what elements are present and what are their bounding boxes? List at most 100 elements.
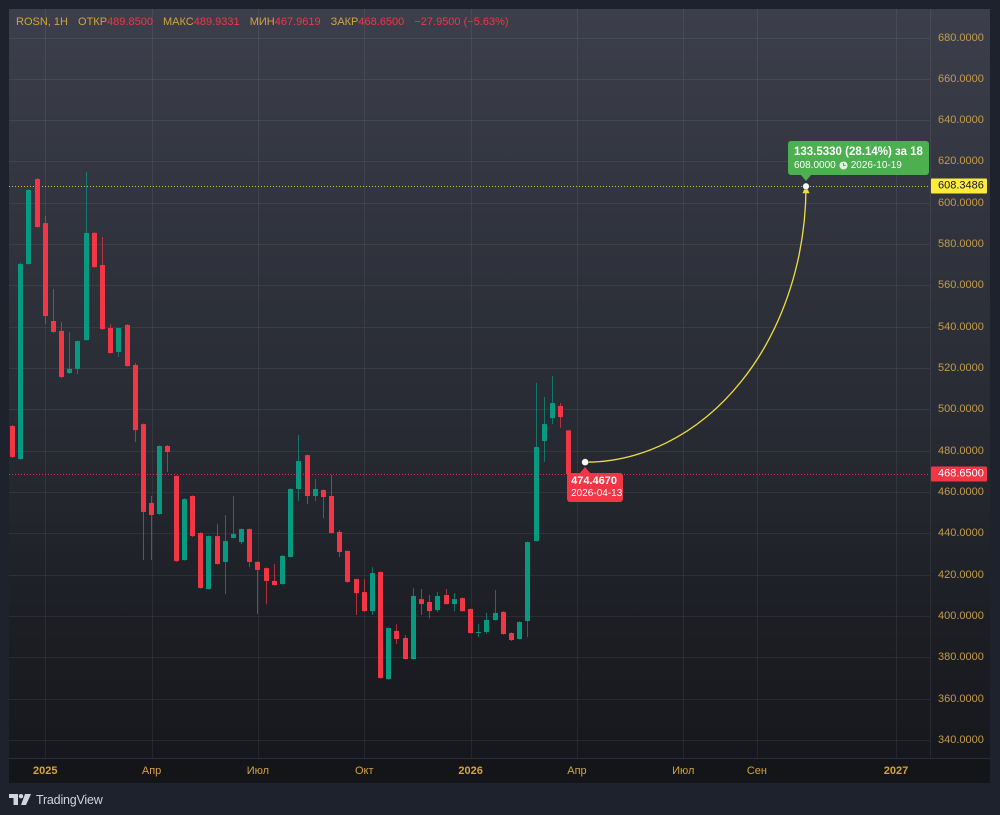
candle-down <box>419 588 424 616</box>
candle-down <box>444 588 449 605</box>
clock-icon <box>839 161 848 170</box>
price-tick-label: 340.0000 <box>938 734 984 747</box>
candle-up <box>386 627 391 680</box>
candle-down <box>460 597 465 612</box>
candle-up <box>484 612 489 635</box>
ohlc-low: МИН467.9619 <box>250 16 321 28</box>
candle-down <box>337 530 342 557</box>
candle-down <box>305 454 310 505</box>
horizontal-line-price-tag: 608.3486 <box>931 178 987 194</box>
low-label: МИН <box>249 16 275 28</box>
time-tick-label: Июл <box>672 765 695 777</box>
close-value: 468.6500 <box>358 16 405 28</box>
time-tick-label: Окт <box>354 765 374 777</box>
price-tick-label: 640.0000 <box>938 114 984 127</box>
symbol-interval[interactable]: ROSN, 1H <box>16 16 68 28</box>
candle-down <box>345 550 350 583</box>
candle-up <box>157 445 162 515</box>
symbol-legend: ROSN, 1H ОТКР489.8500 МАКС489.9331 МИН46… <box>16 16 509 29</box>
price-tick-label: 520.0000 <box>938 362 984 375</box>
target-label-pointer <box>800 175 811 182</box>
tradingview-logo-icon <box>9 794 31 805</box>
candle-up <box>476 624 481 637</box>
candle-up <box>280 555 285 585</box>
candle-up <box>370 567 375 616</box>
candle-up <box>542 397 547 462</box>
price-projection-drawing[interactable] <box>581 182 810 467</box>
candle-up <box>239 528 244 544</box>
candle-up <box>223 515 228 594</box>
candle-up <box>75 340 80 375</box>
candle-down <box>354 578 359 616</box>
start-date: 2026-04-13 <box>571 488 623 500</box>
candle-down <box>10 424 15 458</box>
open-label: ОТКР <box>78 16 108 28</box>
candle-down <box>100 236 105 330</box>
candle-down <box>272 563 277 586</box>
tradingview-brand-name: TradingView <box>36 793 103 807</box>
time-tick-label: Сен <box>746 765 767 777</box>
price-tick-label: 460.0000 <box>938 486 984 499</box>
start-handle[interactable] <box>581 458 590 467</box>
projection-change-text: 133.5330 (28.14%) за 18 <box>793 146 923 159</box>
target-date: 2026-10-19 <box>850 160 902 172</box>
candle-down <box>149 496 154 561</box>
projection-start-label[interactable]: 474.4670 2026-04-13 <box>567 473 624 503</box>
time-tick-label: 2026 <box>458 765 483 777</box>
projection-target-label[interactable]: 133.5330 (28.14%) за 18 608.0000 2026-10… <box>787 141 929 176</box>
price-tick-label: 380.0000 <box>938 651 984 664</box>
price-tick-label: 420.0000 <box>938 568 984 581</box>
candle-down <box>59 322 64 379</box>
time-tick-label: Апр <box>567 765 587 777</box>
candle-up <box>26 189 31 265</box>
time-tick-label: 2025 <box>32 765 58 777</box>
candle-down <box>378 571 383 679</box>
candle-down <box>51 288 56 333</box>
candle-down <box>215 524 220 565</box>
candle-up <box>296 435 301 501</box>
end-handle[interactable] <box>802 182 810 190</box>
candle-down <box>558 403 563 429</box>
candle-up <box>313 479 318 501</box>
tradingview-logo[interactable]: TradingView <box>9 792 103 808</box>
candle-up <box>182 498 187 561</box>
price-axis-separator <box>930 9 931 783</box>
candle-down <box>92 232 97 268</box>
candle-up <box>525 541 530 637</box>
candlestick-chart[interactable] <box>9 9 930 758</box>
price-tick-label: 680.0000 <box>938 31 984 44</box>
candle-down <box>174 475 179 562</box>
candle-up <box>18 262 23 461</box>
candle-up <box>534 382 539 542</box>
price-tick-label: 400.0000 <box>938 610 984 623</box>
close-label: ЗАКР <box>330 16 359 28</box>
price-tick-label: 440.0000 <box>938 527 984 540</box>
candle-up <box>84 172 89 341</box>
candle-down <box>264 567 269 605</box>
candle-down <box>394 624 399 644</box>
candle-down <box>108 324 113 354</box>
price-tick-label: 360.0000 <box>938 692 984 705</box>
candle-down <box>403 635 408 660</box>
time-axis[interactable]: 2025 Апр Июл Окт 2026 Апр Июл Сен 2027 <box>9 758 990 783</box>
target-price: 608.0000 <box>793 160 836 172</box>
open-value: 489.8500 <box>107 16 153 28</box>
candle-up <box>517 621 522 640</box>
time-tick-label: Июл <box>246 765 270 777</box>
candle-down <box>362 579 367 612</box>
price-tick-label: 560.0000 <box>938 279 984 292</box>
candle-down <box>255 561 260 614</box>
projection-arc[interactable] <box>585 186 807 463</box>
candle-up <box>206 535 211 590</box>
candle-down <box>501 611 506 635</box>
chart-plot-area[interactable]: ROSN, 1H ОТКР489.8500 МАКС489.9331 МИН46… <box>9 9 930 758</box>
ohlc-close: ЗАКР468.6500 <box>331 16 405 28</box>
price-tick-label: 480.0000 <box>938 444 984 457</box>
candle-up <box>493 590 498 621</box>
candle-down <box>329 474 334 534</box>
candle-down <box>468 608 473 634</box>
time-tick-label: 2027 <box>883 765 909 777</box>
candle-down <box>35 178 40 228</box>
price-axis[interactable]: 340.0000 360.0000 380.0000 400.0000 420.0000… <box>930 9 990 758</box>
price-tick-label: 540.0000 <box>938 320 984 333</box>
